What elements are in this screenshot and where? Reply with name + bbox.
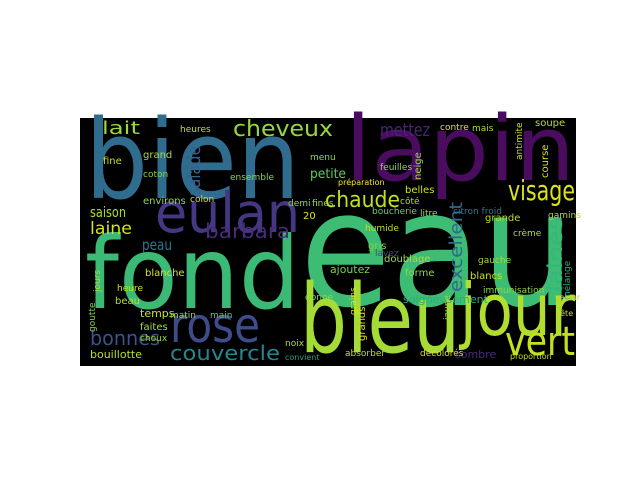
word: bleu: [300, 265, 460, 375]
word: décolorés: [420, 348, 464, 359]
word: colon: [190, 195, 214, 205]
word: crème: [513, 228, 542, 239]
word: demi: [288, 199, 311, 209]
word: boucherie: [372, 207, 417, 217]
word: blancs: [470, 271, 502, 282]
word: blanche: [145, 268, 185, 279]
word: antimite: [515, 122, 525, 160]
word: vert: [505, 319, 575, 365]
word: gris: [368, 241, 386, 252]
word: soupe: [535, 118, 565, 129]
word: heures: [180, 125, 211, 135]
word: sombre: [455, 348, 496, 361]
word: grande: [485, 213, 520, 224]
word: doublage: [384, 254, 431, 265]
word: saison: [90, 205, 126, 221]
word: jaune: [443, 295, 453, 321]
word: belles: [405, 185, 434, 196]
cloud-background: [80, 118, 576, 366]
word: choux: [140, 334, 168, 344]
word: feuilles: [380, 163, 412, 173]
word: lavez: [375, 249, 399, 259]
word: citron froid: [453, 207, 502, 217]
word: eulan: [155, 181, 300, 245]
word: rose: [170, 298, 260, 354]
word: fine: [103, 156, 122, 167]
word: absorber: [345, 349, 385, 359]
word: gauche: [478, 256, 512, 266]
word: lapin: [345, 97, 575, 202]
word: course: [540, 145, 551, 178]
word: grand: [143, 150, 172, 161]
word: cheveux: [233, 117, 333, 142]
word: neige: [413, 152, 424, 180]
word: humide: [365, 224, 399, 234]
word: ensemble: [230, 173, 274, 183]
word: coton: [143, 170, 168, 180]
word: excellent: [446, 202, 467, 292]
word: laine: [90, 219, 132, 239]
word: fines: [312, 199, 334, 209]
word: environs: [143, 196, 186, 207]
word: couvercle: [170, 341, 280, 365]
word: jours: [93, 270, 103, 293]
word: jour: [458, 268, 575, 352]
word: mettez: [380, 120, 430, 141]
word: valeur: [555, 293, 581, 302]
word: menu: [310, 153, 336, 163]
word: convient: [285, 353, 319, 362]
word: côté: [400, 196, 420, 207]
word: bien: [85, 96, 300, 224]
word: beau: [115, 296, 140, 307]
word: chaude: [325, 188, 400, 213]
word: petite: [310, 167, 346, 182]
word: salade: [184, 146, 205, 196]
word: donne: [305, 293, 334, 303]
word: tête: [557, 308, 573, 318]
word: grands: [357, 307, 368, 341]
word: main: [210, 311, 233, 321]
word: litre: [420, 209, 438, 219]
word: ajoutez: [330, 263, 370, 276]
word: visage: [508, 174, 575, 207]
word: noix: [285, 339, 305, 349]
word: faites: [140, 322, 168, 333]
word: laines: [543, 217, 567, 292]
word: forme: [405, 268, 434, 279]
word: fond: [85, 215, 300, 332]
word: soigneusement: [403, 293, 489, 306]
word: mais: [472, 124, 494, 134]
word: heure: [117, 284, 143, 294]
word: bouillotte: [90, 348, 142, 361]
word: lait: [102, 118, 140, 139]
word: immunisation: [483, 286, 544, 296]
word: grains: [349, 287, 359, 315]
word: mélange: [562, 260, 573, 300]
word: contre: [440, 123, 469, 133]
word: proportion: [510, 352, 552, 361]
word: temps: [140, 307, 175, 320]
word: barbara: [205, 219, 290, 243]
word: 20: [303, 211, 316, 222]
word: gamins: [548, 211, 581, 221]
word: peau: [142, 236, 172, 254]
word: goutte: [88, 302, 98, 332]
word: eau: [300, 156, 575, 343]
word: matin: [170, 311, 196, 321]
word: bonnes: [90, 326, 160, 350]
word: préparation: [338, 177, 385, 187]
